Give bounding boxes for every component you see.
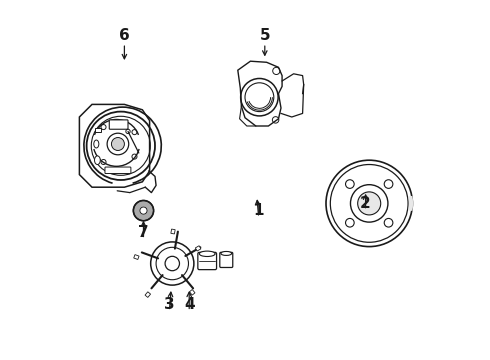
Bar xyxy=(196,246,201,251)
Bar xyxy=(134,255,139,260)
Text: 1: 1 xyxy=(253,203,264,218)
Ellipse shape xyxy=(95,156,100,165)
Ellipse shape xyxy=(199,251,215,256)
Bar xyxy=(171,229,175,234)
Text: 5: 5 xyxy=(260,28,270,44)
Circle shape xyxy=(358,192,381,215)
Ellipse shape xyxy=(221,251,232,256)
FancyBboxPatch shape xyxy=(105,167,131,174)
Bar xyxy=(95,128,101,132)
Bar xyxy=(145,292,150,297)
Ellipse shape xyxy=(94,140,99,148)
Bar xyxy=(190,289,195,295)
Text: 4: 4 xyxy=(184,297,195,312)
Text: 6: 6 xyxy=(119,28,130,44)
FancyBboxPatch shape xyxy=(220,252,233,267)
FancyBboxPatch shape xyxy=(198,252,217,270)
Text: 2: 2 xyxy=(360,196,371,211)
Circle shape xyxy=(111,138,124,150)
Text: 3: 3 xyxy=(164,297,175,312)
FancyBboxPatch shape xyxy=(109,120,128,129)
Text: 7: 7 xyxy=(138,225,149,240)
